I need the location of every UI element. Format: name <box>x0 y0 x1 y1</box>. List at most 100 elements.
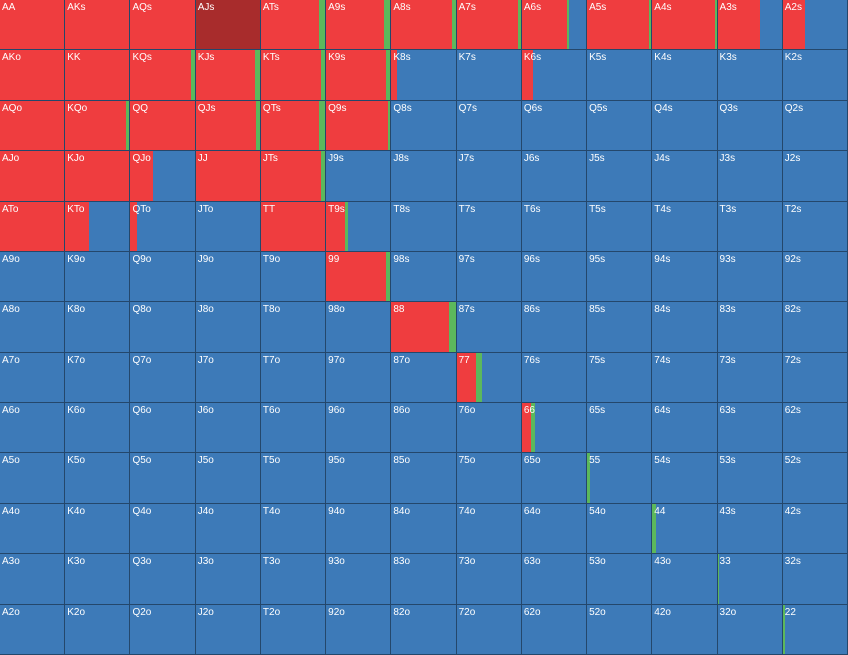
hand-cell[interactable]: 32o <box>717 604 783 655</box>
hand-cell[interactable]: 74o <box>456 503 522 555</box>
hand-cell[interactable]: 84s <box>652 302 718 353</box>
hand-cell[interactable]: 22 <box>782 604 848 655</box>
hand-cell[interactable]: TT <box>260 201 327 252</box>
hand-cell[interactable]: 52o <box>587 604 653 655</box>
hand-cell[interactable]: 55 <box>587 453 653 504</box>
hand-cell[interactable]: KTs <box>260 50 327 101</box>
hand-cell[interactable]: T3s <box>717 201 783 252</box>
hand-cell[interactable]: 74s <box>652 352 718 404</box>
hand-cell[interactable]: AJo <box>0 151 66 202</box>
hand-cell[interactable]: 97o <box>326 352 392 404</box>
hand-cell[interactable]: 64s <box>652 403 718 454</box>
hand-cell[interactable]: 92s <box>782 251 848 303</box>
hand-cell[interactable]: A4s <box>652 0 718 51</box>
hand-cell[interactable]: A4o <box>0 503 66 555</box>
hand-cell[interactable]: 93s <box>717 251 783 303</box>
hand-cell[interactable]: 62s <box>782 403 848 454</box>
hand-cell[interactable]: Q6s <box>521 100 588 152</box>
hand-cell[interactable]: Q5o <box>130 453 196 504</box>
hand-cell[interactable]: QJo <box>130 151 196 202</box>
hand-cell[interactable]: T7s <box>456 201 522 252</box>
hand-cell[interactable]: 98o <box>326 302 392 353</box>
hand-cell[interactable]: 83s <box>717 302 783 353</box>
hand-cell[interactable]: 44 <box>652 503 718 555</box>
hand-cell[interactable]: Q7o <box>130 352 196 404</box>
hand-cell[interactable]: A8o <box>0 302 66 353</box>
hand-cell[interactable]: Q4o <box>130 503 196 555</box>
hand-cell[interactable]: 83o <box>391 554 457 605</box>
hand-cell[interactable]: AKo <box>0 50 66 101</box>
hand-cell[interactable]: J2o <box>195 604 261 655</box>
hand-cell[interactable]: 76o <box>456 403 522 454</box>
hand-cell[interactable]: K2s <box>782 50 848 101</box>
hand-cell[interactable]: K5s <box>587 50 653 101</box>
hand-cell[interactable]: Q2o <box>130 604 196 655</box>
hand-cell[interactable]: 53o <box>587 554 653 605</box>
hand-cell[interactable]: K4s <box>652 50 718 101</box>
hand-cell[interactable]: 54o <box>587 503 653 555</box>
hand-cell[interactable]: A7o <box>0 352 66 404</box>
hand-cell[interactable]: Q2s <box>782 100 848 152</box>
hand-cell[interactable]: 62o <box>521 604 588 655</box>
hand-cell[interactable]: 98s <box>391 251 457 303</box>
hand-cell[interactable]: T6s <box>521 201 588 252</box>
hand-cell[interactable]: T9s <box>326 201 392 252</box>
hand-cell[interactable]: 93o <box>326 554 392 605</box>
hand-cell[interactable]: Q3s <box>717 100 783 152</box>
hand-cell[interactable]: 95s <box>587 251 653 303</box>
hand-cell[interactable]: T4s <box>652 201 718 252</box>
hand-cell[interactable]: 77 <box>456 352 522 404</box>
hand-cell[interactable]: 73o <box>456 554 522 605</box>
hand-cell[interactable]: 95o <box>326 453 392 504</box>
hand-cell[interactable]: 72o <box>456 604 522 655</box>
hand-cell[interactable]: JTo <box>195 201 261 252</box>
hand-cell[interactable]: QTs <box>260 100 327 152</box>
hand-cell[interactable]: KJs <box>195 50 261 101</box>
hand-cell[interactable]: K8s <box>391 50 457 101</box>
hand-cell[interactable]: 72s <box>782 352 848 404</box>
hand-cell[interactable]: J7s <box>456 151 522 202</box>
hand-cell[interactable]: K9s <box>326 50 392 101</box>
hand-cell[interactable]: 32s <box>782 554 848 605</box>
hand-cell[interactable]: 75s <box>587 352 653 404</box>
hand-cell[interactable]: J8o <box>195 302 261 353</box>
hand-cell[interactable]: T4o <box>260 503 327 555</box>
hand-cell[interactable]: K6o <box>65 403 131 454</box>
hand-cell[interactable]: T9o <box>260 251 327 303</box>
hand-cell[interactable]: AA <box>0 0 66 51</box>
hand-cell[interactable]: 99 <box>326 251 392 303</box>
hand-cell[interactable]: K3o <box>65 554 131 605</box>
hand-cell[interactable]: Q3o <box>130 554 196 605</box>
hand-cell[interactable]: T6o <box>260 403 327 454</box>
hand-cell[interactable]: K6s <box>521 50 588 101</box>
hand-cell[interactable]: A2s <box>782 0 848 51</box>
hand-cell[interactable]: AQs <box>130 0 196 51</box>
hand-cell[interactable]: J5o <box>195 453 261 504</box>
hand-cell[interactable]: 33 <box>717 554 783 605</box>
hand-cell[interactable]: Q6o <box>130 403 196 454</box>
hand-cell[interactable]: Q8s <box>391 100 457 152</box>
hand-cell[interactable]: K3s <box>717 50 783 101</box>
hand-cell[interactable]: 82s <box>782 302 848 353</box>
hand-cell[interactable]: 54s <box>652 453 718 504</box>
hand-cell[interactable]: 96o <box>326 403 392 454</box>
hand-cell[interactable]: 53s <box>717 453 783 504</box>
hand-cell[interactable]: JTs <box>260 151 327 202</box>
hand-cell[interactable]: 65o <box>521 453 588 504</box>
hand-cell[interactable]: QTo <box>130 201 196 252</box>
hand-cell[interactable]: J7o <box>195 352 261 404</box>
hand-cell[interactable]: A9s <box>326 0 392 51</box>
hand-cell[interactable]: J9s <box>326 151 392 202</box>
hand-cell[interactable]: 52s <box>782 453 848 504</box>
hand-cell[interactable]: 66 <box>521 403 588 454</box>
hand-cell[interactable]: Q8o <box>130 302 196 353</box>
hand-cell[interactable]: K7s <box>456 50 522 101</box>
hand-cell[interactable]: T3o <box>260 554 327 605</box>
hand-cell[interactable]: JJ <box>195 151 261 202</box>
hand-cell[interactable]: KQo <box>65 100 131 152</box>
hand-cell[interactable]: J9o <box>195 251 261 303</box>
hand-cell[interactable]: KTo <box>65 201 131 252</box>
hand-cell[interactable]: J3s <box>717 151 783 202</box>
hand-cell[interactable]: AKs <box>65 0 131 51</box>
hand-cell[interactable]: T8o <box>260 302 327 353</box>
